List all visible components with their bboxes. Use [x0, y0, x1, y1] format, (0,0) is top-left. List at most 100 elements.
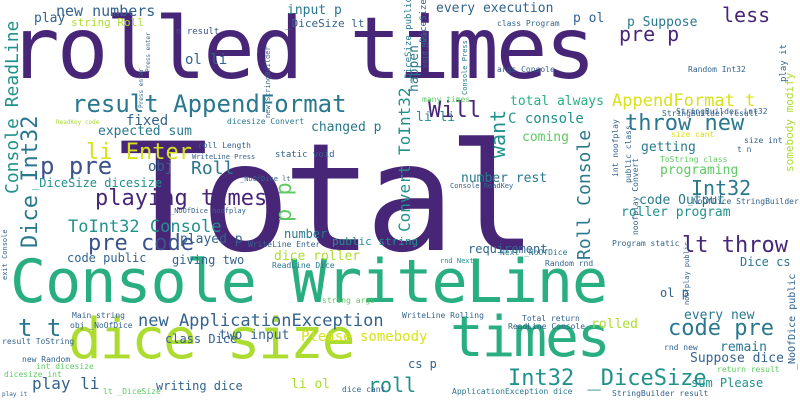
word-input-p: input p: [287, 3, 342, 18]
word-stringbuilder-int32: StringBuilder int32: [676, 107, 768, 116]
word-dicesize-lt: _DiceSize lt: [285, 17, 365, 30]
word-noofdice-public: _NoOfDice public: [787, 273, 798, 370]
word-size-int: size int: [744, 136, 783, 145]
word-every-execution: every execution: [436, 1, 554, 16]
word-please-somebody: Please somebody: [301, 329, 428, 345]
word-int-noofplay: int noofplay: [611, 119, 620, 177]
word-playing-times: playing times: [95, 186, 268, 211]
word-will: Will: [428, 98, 481, 123]
word-obj-noofdice: obj _NoOfDice: [70, 321, 133, 330]
word-every-new: every new: [684, 308, 755, 323]
word-writeline-enter: WriteLine Enter: [248, 240, 321, 249]
word-many-times: many times: [422, 95, 471, 104]
word-play-it: play it: [2, 391, 28, 398]
word-code-pre: code pre: [668, 316, 774, 341]
word-t-n: t n: [737, 145, 752, 154]
word-li-enter: li Enter: [86, 140, 192, 165]
word-number-rest: number rest: [461, 171, 548, 186]
word-console-readkey: Console ReadKey: [450, 182, 514, 190]
word-p-pre: p pre: [40, 152, 113, 180]
word-c-console: C console: [508, 111, 584, 127]
word-total-always: total always: [510, 94, 604, 109]
word-console-writeline: Console WriteLine: [10, 247, 608, 317]
word-class-dice: class Dice: [165, 332, 238, 346]
word-somebody-modify: somebody modify: [783, 72, 796, 172]
word-public-string: public string: [332, 235, 419, 248]
word-tostring-class: ToString class: [660, 155, 728, 164]
word-want: want: [486, 109, 510, 158]
word-code-output: code Output: [639, 193, 726, 208]
word-less: less: [722, 3, 771, 27]
word-dice-cant: dice cant: [342, 385, 386, 394]
word-random-int32: Random Int32: [688, 65, 746, 74]
word-dicesize-int: dicesize int: [4, 370, 62, 379]
word-rnd-next: rnd Next: [440, 257, 474, 265]
word-fixed: fixed: [126, 113, 169, 129]
word-press-enter: Press enter: [138, 68, 145, 108]
word-total-return: Total return: [522, 314, 580, 323]
word-noofplay-convert: noofplay Convert: [631, 157, 640, 235]
word-program-static: Program static: [612, 239, 680, 248]
word-noofdice-noofplay: _NoOfDice noofplay: [170, 207, 246, 215]
word-dicesize-dicesize: _DiceSize dicesize: [32, 176, 163, 190]
word-roll-console: Roll Console: [574, 129, 595, 260]
word-press-enter: Press enter: [145, 32, 152, 72]
word-new-stringbuilder: new StringBuilder: [264, 46, 272, 118]
word-ol-li: ol li: [185, 52, 228, 68]
word-pre-p: pre p: [619, 22, 680, 46]
word-writeline-rolling: WriteLine Rolling: [402, 311, 484, 320]
word-readline-dice: ReadLine Dice: [272, 261, 335, 270]
word-roll: roll: [368, 373, 417, 397]
word-total: Total: [118, 112, 538, 286]
word-obj: obj: [148, 159, 174, 175]
word-dice-size: dice size: [68, 307, 355, 372]
word-new-applicationexception: new ApplicationException: [138, 311, 384, 331]
word-appendformat-t: AppendFormat t: [612, 91, 756, 111]
word-writing-dice: writing dice: [156, 379, 243, 393]
word-string-roll: string Roll: [71, 16, 144, 29]
word-return-result: return result: [717, 365, 780, 374]
word-two-input: two input: [219, 328, 290, 343]
word-stringbuilder-result: StringBuilder result: [662, 109, 759, 118]
word-random-rnd: Random rnd: [545, 259, 594, 268]
word-li-ol: li ol: [291, 377, 331, 392]
word-li-li: li li: [416, 110, 456, 125]
word-noofdice-lt: _NoOfDice lt: [240, 175, 291, 183]
word-t-t: t t: [18, 314, 62, 342]
word-giving-two: giving two: [172, 253, 245, 267]
word-size-cant: size cant: [671, 130, 715, 139]
word-stringbuilder-result: StringBuilder result: [612, 389, 709, 398]
word-writeline-press: WriteLine Press: [192, 153, 256, 161]
word-new-random: new Random: [22, 355, 71, 364]
word-exit-console: exit Console: [1, 229, 9, 280]
word-rolled: rolled: [591, 317, 638, 332]
word-dice-roller: dice roller: [274, 249, 361, 264]
word-applicationexception-dice: ApplicationException dice: [452, 387, 573, 396]
word-rnd-new: rnd new: [664, 343, 698, 352]
word-play-li: play li: [32, 374, 100, 393]
word-lt-dicesize: lt _DiceSize: [103, 387, 161, 396]
word-times: times: [450, 305, 611, 370]
word-console-press: Console Press: [461, 40, 469, 95]
word-ol-p: ol p: [660, 286, 689, 300]
word-throw-new: throw new: [625, 111, 745, 136]
word-played-p: played p: [180, 232, 243, 247]
word-cs-p: cs p: [408, 357, 437, 371]
word-int32: Int32: [691, 176, 752, 200]
word-play-it: play it: [779, 44, 789, 82]
word-noofdice-stringbuilder: _NoOfDice StringBuilder: [688, 197, 799, 206]
word-dicesize-public: _DiceSize public: [419, 0, 429, 48]
word-int-dicesize: int dicesize: [36, 362, 94, 371]
word-code-public: code public: [67, 251, 147, 265]
word-requirement: requirement: [468, 242, 548, 256]
word-result-appendformat: result AppendFormat: [72, 90, 347, 118]
word-p-p: p p: [272, 182, 297, 222]
word-lt-throw: lt throw: [682, 233, 788, 258]
word-play: play: [34, 11, 66, 26]
word-suppose-dice: Suppose dice: [690, 351, 784, 366]
word-next-noofdice: Next _NoOfDice: [500, 248, 568, 257]
word-class-program: class Program: [497, 19, 560, 28]
word-noofplay-public: noofplay public: [683, 241, 691, 305]
word-pre-code: pre code: [88, 231, 194, 256]
word-result-tostring: result ToString: [2, 337, 75, 346]
